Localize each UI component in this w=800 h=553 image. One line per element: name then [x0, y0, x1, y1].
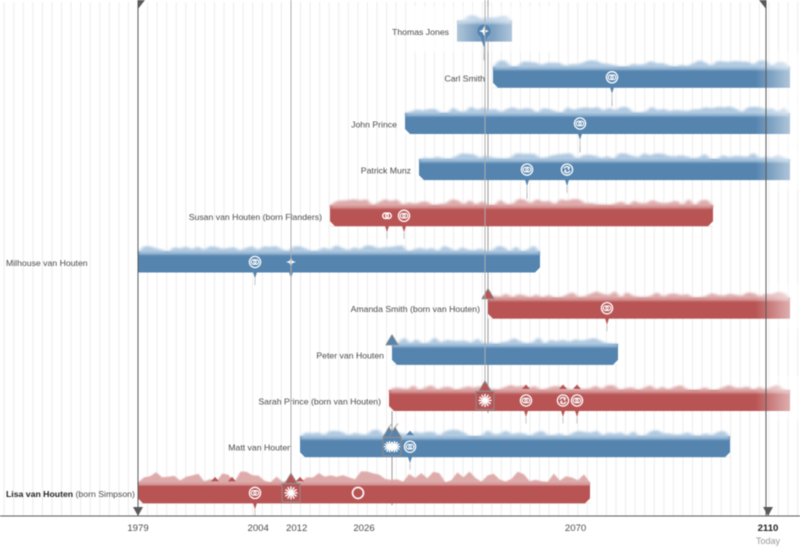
- svg-text:2012: 2012: [286, 523, 307, 534]
- svg-text:Thomas Jones: Thomas Jones: [392, 27, 450, 37]
- svg-text:2070: 2070: [565, 523, 586, 534]
- svg-text:Peter van Houten: Peter van Houten: [316, 350, 384, 360]
- svg-text:Milhouse van Houten: Milhouse van Houten: [6, 258, 88, 268]
- svg-text:Today: Today: [756, 536, 781, 546]
- svg-text:Lisa van Houten (born Simpson): Lisa van Houten (born Simpson): [6, 489, 135, 499]
- svg-text:2004: 2004: [248, 523, 270, 534]
- svg-text:Patrick Munz: Patrick Munz: [361, 166, 411, 176]
- svg-text:Sarah Prince (born van Houten): Sarah Prince (born van Houten): [258, 397, 381, 407]
- svg-text:Carl Smith: Carl Smith: [444, 73, 485, 83]
- svg-text:Matt van Houten: Matt van Houten: [228, 443, 292, 453]
- svg-text:2026: 2026: [353, 523, 374, 534]
- svg-text:John Prince: John Prince: [351, 120, 397, 130]
- svg-text:Susan van Houten (born Flander: Susan van Houten (born Flanders): [189, 212, 322, 222]
- svg-text:1979: 1979: [127, 523, 148, 534]
- svg-text:2110: 2110: [758, 523, 779, 534]
- svg-text:Amanda Smith (born van Houten): Amanda Smith (born van Houten): [351, 304, 481, 314]
